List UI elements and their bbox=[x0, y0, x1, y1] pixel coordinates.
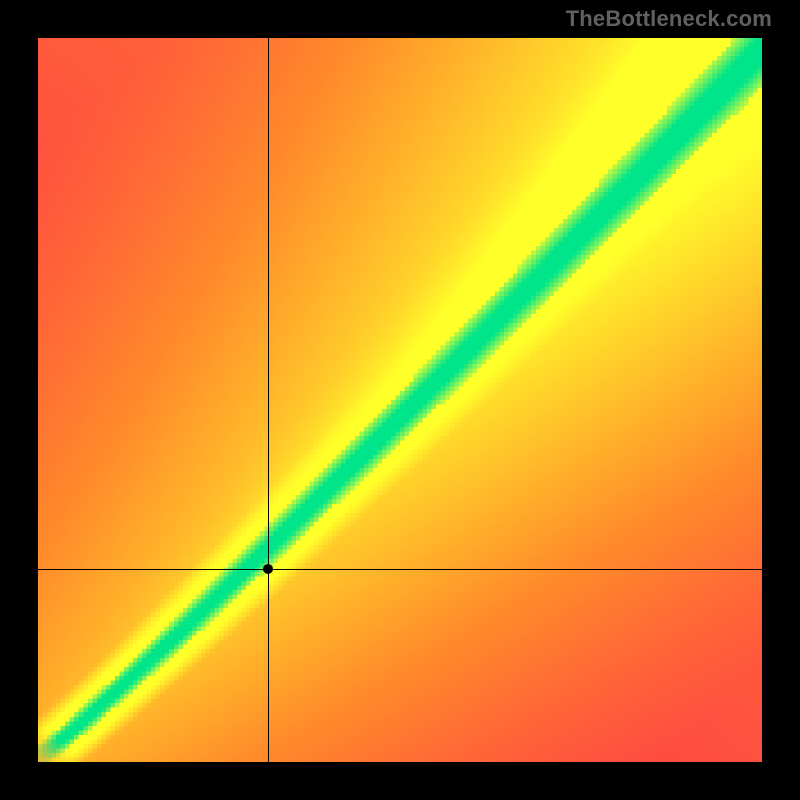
plot-area bbox=[38, 38, 762, 762]
crosshair-horizontal bbox=[38, 569, 762, 570]
crosshair-marker bbox=[263, 564, 273, 574]
watermark-text: TheBottleneck.com bbox=[566, 6, 772, 32]
crosshair-vertical bbox=[268, 38, 269, 762]
heatmap-canvas bbox=[38, 38, 762, 762]
